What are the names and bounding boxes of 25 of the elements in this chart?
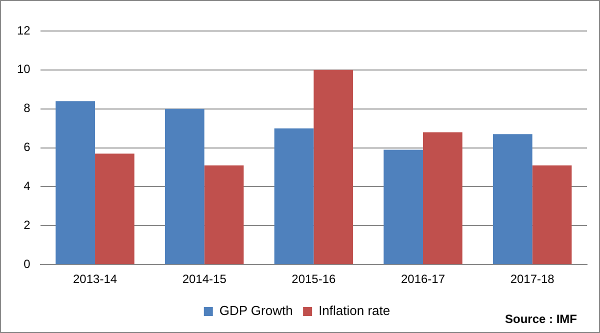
bar bbox=[314, 70, 354, 264]
x-tick-label: 2017-18 bbox=[510, 272, 555, 286]
bar bbox=[492, 134, 532, 264]
bar bbox=[532, 165, 572, 264]
bar bbox=[164, 108, 204, 264]
y-tick-label: 4 bbox=[24, 179, 31, 194]
x-tick-label: 2015-16 bbox=[292, 272, 336, 286]
x-tick-label: 2014-15 bbox=[182, 272, 227, 286]
bar bbox=[56, 101, 96, 264]
bar bbox=[384, 150, 424, 264]
y-tick-label: 6 bbox=[24, 140, 31, 154]
x-tick-label: 2013-14 bbox=[72, 272, 118, 286]
y-tick-label: 2 bbox=[24, 218, 31, 232]
legend-label: Inflation rate bbox=[318, 303, 390, 318]
y-tick-label: 12 bbox=[16, 23, 31, 38]
y-tick-label: 10 bbox=[16, 62, 31, 76]
y-tick-label: 0 bbox=[24, 256, 31, 271]
bar bbox=[204, 165, 244, 264]
bar bbox=[274, 128, 314, 264]
bar bbox=[423, 132, 462, 264]
y-tick-label: 8 bbox=[24, 101, 31, 116]
source-note: Source : IMF bbox=[504, 312, 577, 326]
legend-label: GDP Growth bbox=[219, 303, 293, 318]
x-tick-label: 2016-17 bbox=[400, 272, 446, 286]
bar bbox=[95, 154, 134, 264]
